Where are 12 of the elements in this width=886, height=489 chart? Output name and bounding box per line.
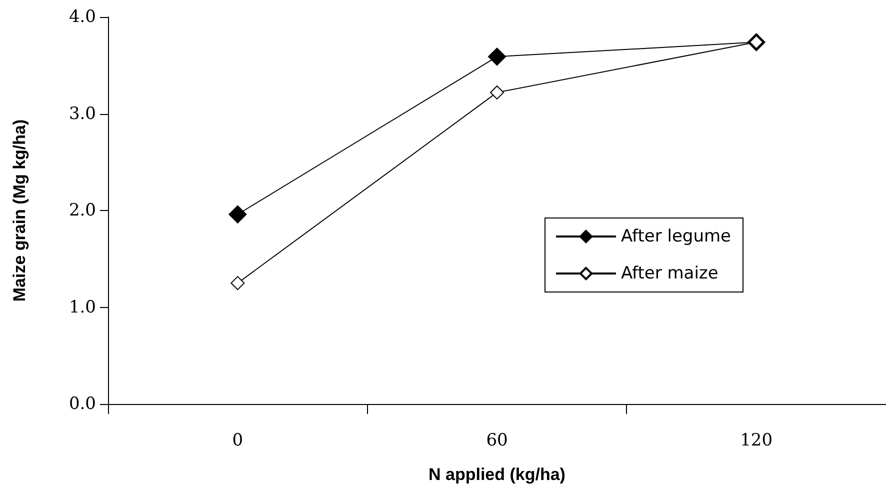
y-tick-label: 2.0 bbox=[68, 200, 96, 220]
legend-label: After maize bbox=[621, 264, 718, 284]
x-tick-label: 0 bbox=[232, 430, 244, 450]
y-tick-label: 0.0 bbox=[68, 394, 96, 414]
y-axis-title: Maize grain (Mg kg/ha) bbox=[10, 119, 29, 302]
x-tick-label: 120 bbox=[740, 430, 773, 450]
y-tick-label: 4.0 bbox=[68, 7, 96, 27]
x-tick-label: 60 bbox=[486, 430, 508, 450]
x-axis-title: N applied (kg/ha) bbox=[428, 465, 566, 484]
y-tick-label: 3.0 bbox=[68, 104, 96, 124]
legend-label: After legume bbox=[621, 226, 731, 246]
y-tick-label: 1.0 bbox=[68, 297, 96, 318]
